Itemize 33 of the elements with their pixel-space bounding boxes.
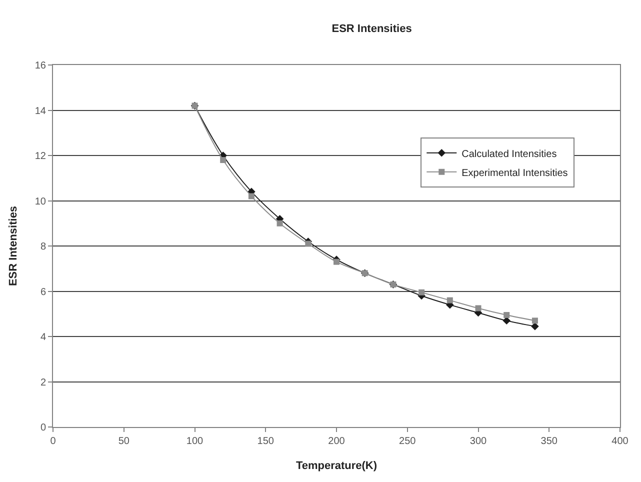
y-tick-label: 0 (40, 422, 46, 434)
y-tick-label: 14 (34, 106, 46, 117)
chart-title: ESR Intensities (332, 22, 412, 35)
point (504, 312, 510, 318)
legend-label: Experimental Intensities (462, 168, 568, 179)
y-tick-label: 4 (40, 332, 46, 343)
y-tick-label: 2 (40, 377, 46, 388)
point (475, 305, 482, 312)
y-tick-label: 12 (34, 151, 46, 162)
legend-label: Calculated Intensities (462, 148, 557, 160)
x-tick-label: 150 (257, 436, 274, 447)
x-tick-label: 200 (328, 436, 346, 447)
y-axis-title: ESR Intensities (8, 206, 20, 286)
x-tick-label: 100 (186, 436, 204, 447)
x-tick-label: 50 (118, 436, 130, 447)
point (305, 240, 312, 247)
y-tick-label: 6 (40, 286, 46, 298)
point (418, 289, 425, 296)
point (532, 318, 538, 324)
x-axis-title: Temperature(K) (296, 460, 378, 472)
y-tick-label: 8 (40, 242, 46, 252)
point (220, 157, 226, 164)
point (446, 297, 453, 304)
y-tick-label: 10 (34, 196, 46, 208)
x-tick-label: 350 (540, 436, 558, 447)
x-tick-label: 400 (612, 436, 629, 447)
x-tick-label: 300 (470, 436, 488, 447)
point (276, 220, 283, 226)
x-tick-label: 250 (399, 436, 416, 447)
point (334, 258, 340, 265)
x-tick-label: 0 (50, 436, 56, 447)
point (248, 193, 254, 200)
y-tick-label: 16 (34, 60, 46, 72)
